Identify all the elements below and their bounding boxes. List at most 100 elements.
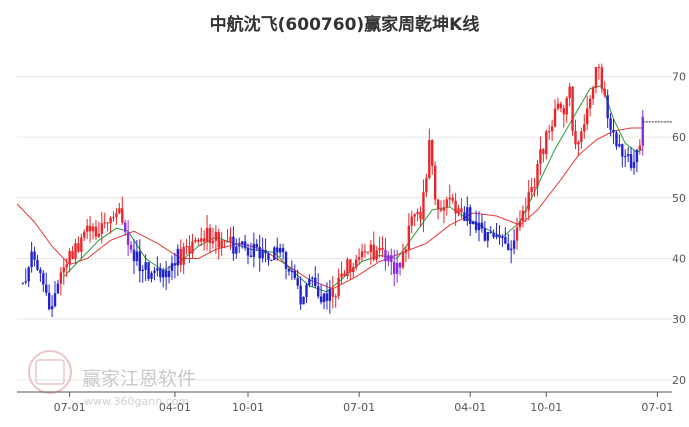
candle-body: [525, 210, 527, 211]
candle-body: [188, 246, 190, 253]
candle-body: [36, 260, 38, 270]
candle-body: [577, 142, 579, 144]
candle-body: [484, 228, 486, 240]
candle-body: [604, 89, 606, 96]
candle-body: [443, 207, 445, 210]
candle-body: [598, 67, 600, 68]
candle-body: [566, 98, 568, 114]
candle-body: [48, 293, 50, 309]
candle-body: [109, 218, 111, 224]
candle-body: [384, 250, 386, 262]
x-tick-label: 04-01: [454, 401, 486, 414]
x-tick-label: 10-01: [530, 401, 562, 414]
candle-body: [472, 221, 474, 224]
candle-body: [428, 140, 430, 178]
candle-body: [297, 278, 299, 285]
candle-body: [501, 237, 503, 238]
candle-body: [288, 269, 290, 271]
candle-body: [568, 87, 570, 98]
candle-body: [349, 259, 351, 272]
candle-body: [314, 278, 316, 287]
candle-body: [133, 250, 135, 261]
candle-body: [223, 240, 225, 241]
candle-body: [399, 263, 401, 268]
candle-body: [305, 285, 307, 297]
candle-body: [413, 214, 415, 216]
candle-body: [507, 244, 509, 251]
candle-body: [419, 212, 421, 220]
candle-body: [323, 293, 325, 302]
candle-body: [33, 252, 35, 260]
candle-body: [118, 208, 120, 213]
moving-averages: [17, 86, 643, 292]
candle-body: [574, 131, 576, 145]
candle-body: [449, 198, 451, 200]
candle-body: [416, 212, 418, 214]
candle-body: [139, 251, 141, 271]
candle-body: [346, 259, 348, 275]
candle-body: [352, 267, 354, 272]
candle-body: [98, 234, 100, 237]
candle-body: [519, 221, 521, 228]
candle-body: [71, 251, 73, 259]
candle-body: [127, 232, 129, 245]
candle-body: [89, 226, 91, 231]
candle-body: [247, 248, 249, 256]
ma-long-line: [17, 128, 643, 289]
candle-body: [601, 67, 603, 88]
candle-body: [563, 108, 565, 114]
candle-body: [80, 238, 82, 252]
x-tick-label: 10-01: [232, 401, 264, 414]
candle-body: [282, 248, 284, 252]
candle-body: [355, 260, 357, 267]
candle-body: [130, 245, 132, 250]
candle-body: [446, 199, 448, 207]
candle-body: [387, 255, 389, 261]
candle-body: [285, 252, 287, 269]
candle-body: [636, 150, 638, 162]
candle-body: [264, 250, 266, 253]
candle-body: [144, 262, 146, 270]
candle-body: [92, 227, 94, 232]
candle-body: [291, 271, 293, 272]
candle-body: [194, 240, 196, 242]
candle-body: [115, 213, 117, 217]
candle-body: [487, 232, 489, 241]
candle-body: [177, 249, 179, 265]
x-tick-label: 07-01: [54, 401, 86, 414]
candle-body: [460, 208, 462, 212]
candle-body: [580, 132, 582, 142]
candle-body: [627, 154, 629, 156]
candle-body: [215, 232, 217, 241]
candle-body: [279, 248, 281, 253]
candle-body: [630, 154, 632, 168]
candle-body: [42, 273, 44, 284]
candle-body: [121, 208, 123, 222]
candle-body: [434, 166, 436, 200]
candle-body: [95, 227, 97, 237]
candle-body: [317, 286, 319, 296]
candle-body: [583, 124, 585, 131]
candle-body: [595, 67, 597, 88]
x-tick-label: 07-01: [343, 401, 375, 414]
candle-body: [191, 241, 193, 253]
candle-body: [606, 95, 608, 118]
candle-body: [364, 251, 366, 252]
candle-body: [270, 260, 272, 261]
candle-body: [633, 162, 635, 168]
candle-body: [425, 178, 427, 192]
candle-body: [393, 262, 395, 274]
candle-body: [185, 246, 187, 247]
candle-body: [513, 241, 515, 249]
candle-body: [57, 284, 59, 294]
candle-body: [469, 207, 471, 224]
y-tick-label: 60: [672, 131, 686, 144]
candle-body: [68, 251, 70, 264]
candle-body: [492, 233, 494, 237]
candle-body: [165, 270, 167, 277]
candle-body: [77, 243, 79, 252]
candle-body: [466, 207, 468, 221]
candle-body: [378, 248, 380, 251]
candle-body: [39, 270, 41, 273]
